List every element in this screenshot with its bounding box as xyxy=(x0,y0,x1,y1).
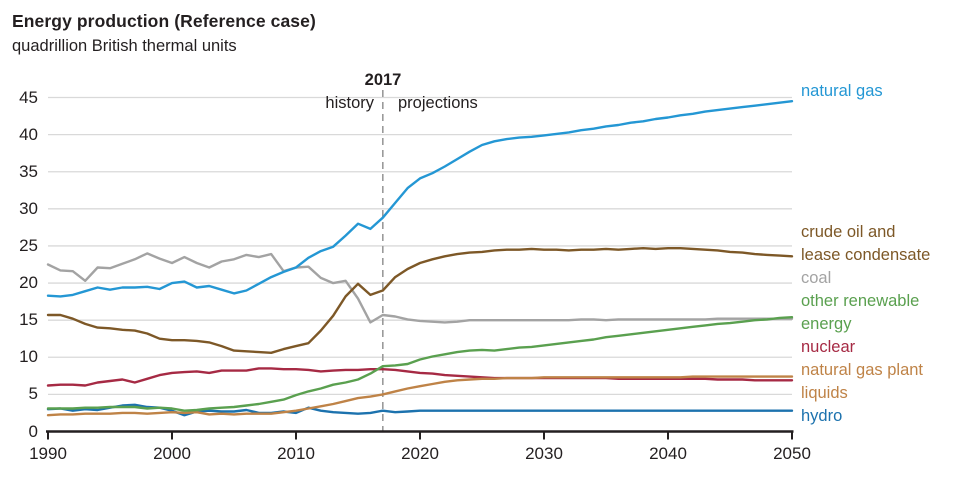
y-axis-tick-label: 15 xyxy=(19,310,38,330)
series-line-coal xyxy=(46,252,794,324)
series-line-crude-oil xyxy=(46,246,794,354)
series-label-crude-oil: crude oil and lease condensate xyxy=(801,221,930,267)
y-axis-tick-label: 25 xyxy=(19,235,38,255)
series-label-hydro: hydro xyxy=(801,405,842,428)
series-label-line: energy xyxy=(801,315,852,333)
x-axis-tick-label: 2030 xyxy=(525,444,563,463)
x-axis-tick-label: 2020 xyxy=(401,444,439,463)
series-label-nuclear: nuclear xyxy=(801,336,855,359)
series-label-line: liquids xyxy=(801,384,848,402)
y-axis-tick-label: 5 xyxy=(28,384,38,404)
y-axis-tick-label: 30 xyxy=(19,198,38,218)
x-axis-tick-label: 2010 xyxy=(277,444,315,463)
y-axis-tick-label: 40 xyxy=(19,124,38,144)
series-label-line: natural gas plant xyxy=(801,361,924,379)
series-label-line: hydro xyxy=(801,407,843,425)
series-label-line: nuclear xyxy=(801,338,856,356)
series-label-line: coal xyxy=(801,269,832,287)
series-label-line: crude oil and xyxy=(801,223,896,241)
x-axis-tick-label: 2000 xyxy=(153,444,191,463)
y-axis-tick-label: 10 xyxy=(19,347,38,367)
divider-year-label: 2017 xyxy=(364,71,402,89)
y-axis-tick-label: 0 xyxy=(28,421,38,441)
chart-title: Energy production (Reference case) xyxy=(12,11,316,31)
series-line-other-renewable-energy xyxy=(46,316,794,412)
series-label-natural-gas-plant-liquids: natural gas plant liquids xyxy=(801,359,923,405)
y-axis-tick-label: 45 xyxy=(19,87,38,107)
series-label-other-renewable-energy: other renewable energy xyxy=(801,290,919,336)
y-axis-tick-label: 35 xyxy=(19,161,38,181)
projections-label: projections xyxy=(398,94,478,112)
x-axis-tick-label: 1990 xyxy=(29,444,67,463)
chart-subtitle: quadrillion British thermal units xyxy=(12,37,237,55)
series-label-coal: coal xyxy=(801,267,831,290)
series-line-natural-gas-plant-liquids xyxy=(46,375,794,417)
x-axis-tick-label: 2050 xyxy=(773,444,811,463)
series-label-natural-gas: natural gas xyxy=(801,80,883,103)
series-label-line: other renewable xyxy=(801,292,920,310)
series-label-line: natural gas xyxy=(801,82,883,100)
history-label: history xyxy=(325,94,374,112)
series-line-nuclear xyxy=(46,367,794,387)
series-line-natural-gas xyxy=(46,99,794,298)
y-axis-tick-label: 20 xyxy=(19,273,38,293)
x-axis-tick-label: 2040 xyxy=(649,444,687,463)
series-line-hydro xyxy=(46,403,794,417)
series-label-line: lease condensate xyxy=(801,246,931,264)
